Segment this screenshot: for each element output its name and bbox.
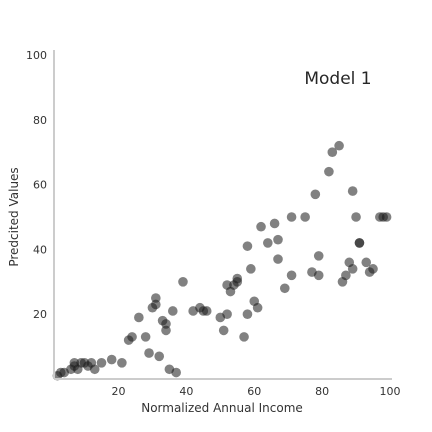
data-point	[161, 325, 171, 336]
data-point	[347, 264, 358, 274]
data-point	[144, 348, 154, 358]
data-point	[96, 358, 107, 368]
data-point	[334, 140, 344, 151]
x-tick-label: 40	[179, 385, 193, 398]
data-point	[381, 212, 392, 222]
data-point	[273, 254, 283, 264]
model-annotation: Model 1	[304, 69, 371, 89]
data-point	[324, 166, 334, 177]
data-point	[361, 257, 372, 268]
y-tick-label: 40	[33, 243, 47, 256]
data-point	[300, 212, 310, 222]
data-point	[341, 270, 351, 281]
data-point	[127, 332, 137, 342]
data-point	[222, 309, 232, 320]
data-point	[201, 306, 212, 316]
data-point	[313, 270, 324, 281]
data-point	[167, 306, 178, 316]
y-tick-label: 20	[33, 308, 47, 321]
y-tick-label: 80	[33, 114, 47, 127]
y-tick-labels: 20 40 60 80 100	[26, 49, 47, 321]
y-tick-label: 100	[26, 49, 47, 62]
y-axis-title: Predcited Values	[7, 167, 21, 266]
data-point	[263, 238, 273, 248]
data-point	[351, 212, 361, 222]
data-point	[310, 189, 321, 200]
data-point	[239, 332, 249, 342]
data-point	[252, 302, 263, 313]
data-point	[246, 264, 256, 274]
data-point	[347, 186, 358, 196]
x-tick-label: 100	[380, 385, 401, 398]
data-point	[313, 251, 324, 261]
data-point	[171, 367, 181, 378]
data-point	[117, 358, 127, 368]
data-point	[368, 264, 378, 274]
data-point	[273, 234, 283, 245]
x-tick-label: 60	[247, 385, 261, 398]
data-point	[106, 354, 117, 365]
data-point	[134, 312, 144, 323]
data-point	[286, 270, 297, 281]
data-point	[256, 221, 266, 232]
x-tick-labels: 20 40 60 80 100	[111, 385, 400, 398]
data-point	[178, 277, 188, 287]
data-point	[151, 299, 161, 310]
x-tick-label: 80	[315, 385, 329, 398]
data-point	[279, 283, 290, 294]
data-point	[154, 351, 165, 362]
x-tick-label: 20	[111, 385, 125, 398]
data-point	[242, 241, 253, 251]
points-layer	[52, 140, 392, 381]
data-point	[269, 218, 280, 229]
data-point	[327, 147, 338, 157]
x-axis-title: Normalized Annual Income	[141, 401, 303, 415]
y-tick-label: 60	[33, 179, 47, 192]
data-point	[232, 273, 243, 284]
data-point	[242, 309, 253, 320]
data-point	[140, 332, 151, 342]
data-point	[218, 325, 229, 336]
data-point	[286, 212, 297, 222]
data-point	[89, 364, 100, 375]
data-point	[354, 238, 365, 248]
